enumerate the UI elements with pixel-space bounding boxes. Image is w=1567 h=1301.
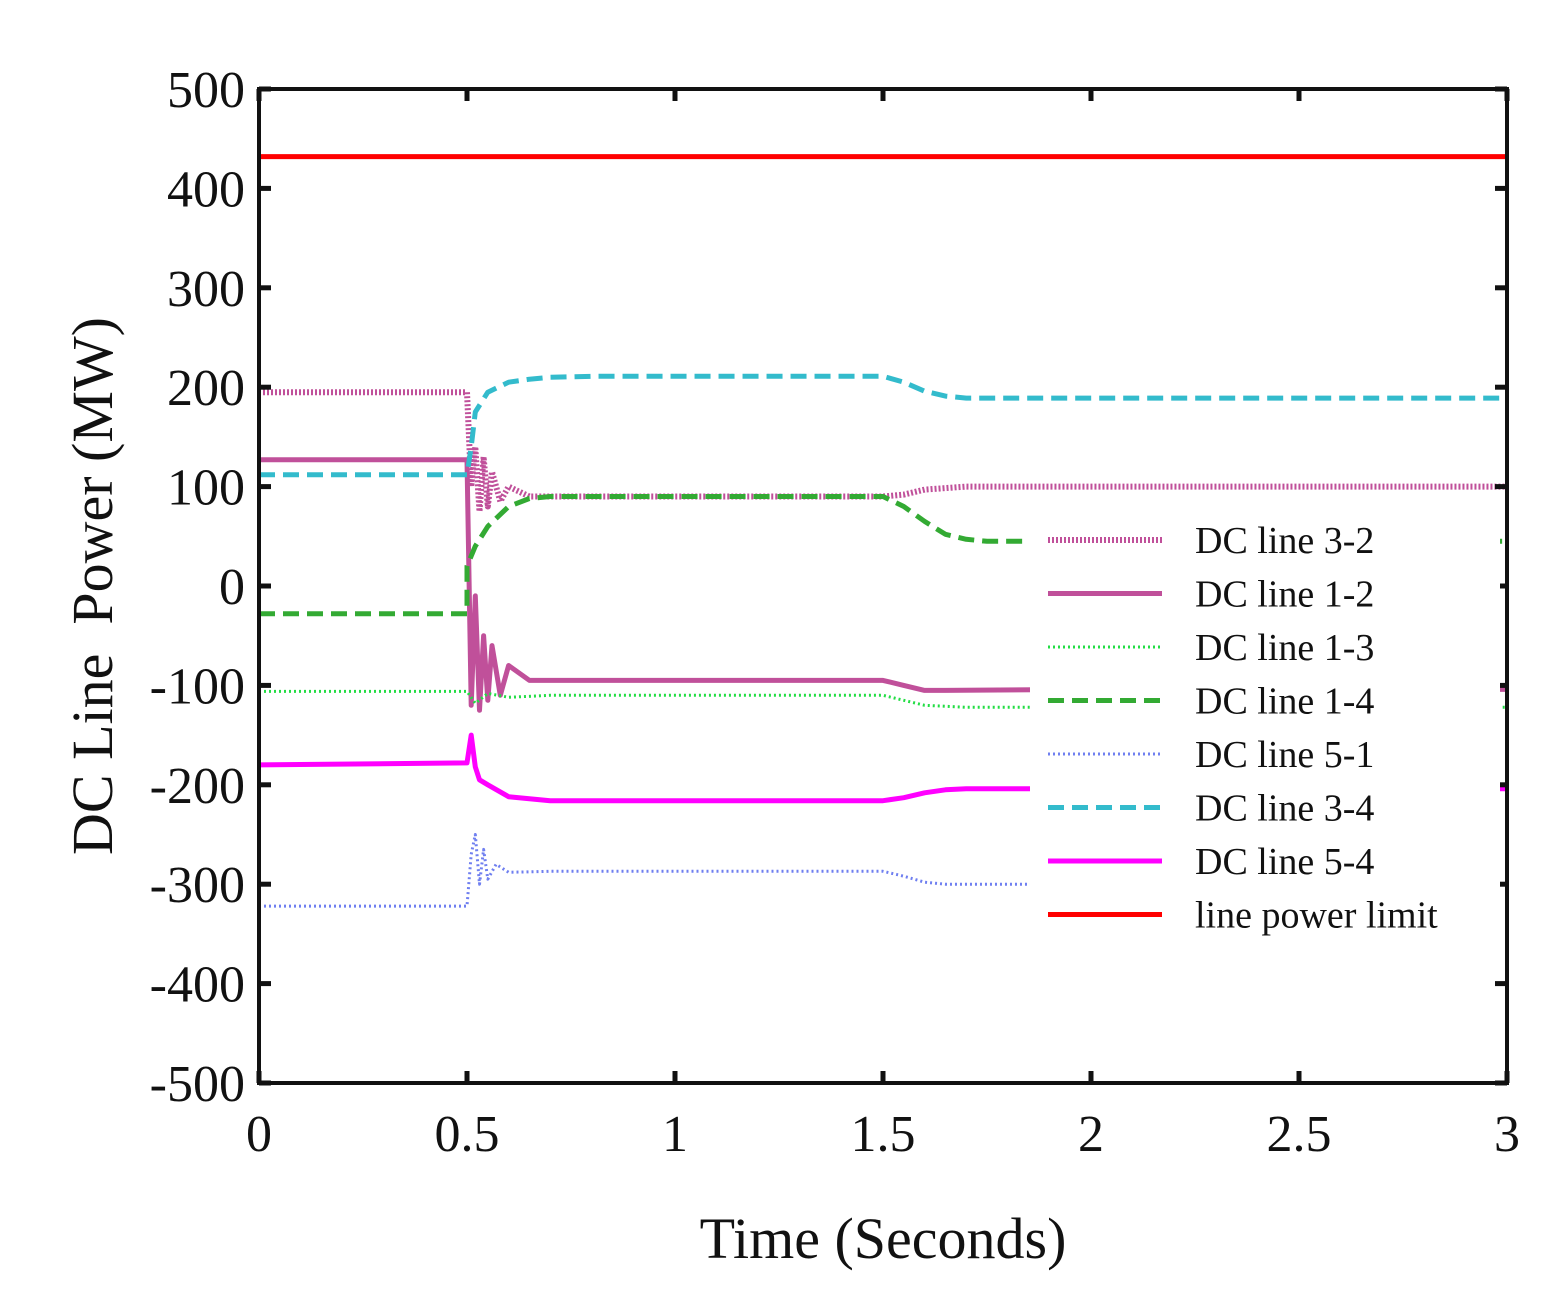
series-line-dc-line-3-4 <box>259 373 1507 478</box>
series-line-dc-line-5-1 <box>259 833 1507 908</box>
series-layer <box>258 154 1507 908</box>
legend-box <box>1030 508 1500 944</box>
legend-label: DC line 5-4 <box>1195 841 1374 883</box>
x-tick-label: 2 <box>1078 1106 1104 1163</box>
legend-label: line power limit <box>1195 895 1438 937</box>
x-tick-label: 2.5 <box>1267 1106 1332 1163</box>
x-tick-label: 3 <box>1494 1106 1520 1163</box>
y-tick-label: -200 <box>150 758 245 815</box>
legend-label: DC line 5-1 <box>1195 734 1374 776</box>
series-line-dc-line-5-4 <box>258 732 1507 804</box>
x-tick-label: 0.5 <box>435 1106 500 1163</box>
y-axis-title: DC Line Power (MW) <box>60 317 125 855</box>
legend-label: DC line 1-3 <box>1195 627 1374 669</box>
y-tick-label: -100 <box>150 658 245 715</box>
y-tick-label: -500 <box>150 1056 245 1113</box>
legend-label: DC line 1-4 <box>1195 681 1374 723</box>
series-line-dc-line-3-2 <box>259 389 1507 515</box>
series-line-dc-line-1-3 <box>259 689 1507 709</box>
y-tick-label: 0 <box>219 559 245 616</box>
y-tick-label: 200 <box>167 360 245 417</box>
y-tick-label: -400 <box>150 957 245 1014</box>
y-tick-label: 500 <box>167 62 245 119</box>
x-axis-title: Time (Seconds) <box>700 1206 1067 1271</box>
x-tick-label: 1 <box>662 1106 688 1163</box>
y-tick-label: 300 <box>167 261 245 318</box>
series-line-dc-line-1-2 <box>259 457 1507 713</box>
x-tick-label: 0 <box>246 1106 272 1163</box>
y-tick-label: 400 <box>167 161 245 218</box>
series-line-dc-line-1-4 <box>259 494 1507 617</box>
legend-label: DC line 3-2 <box>1195 520 1374 562</box>
y-tick-label: -300 <box>150 857 245 914</box>
tick-layer: 0 0.5 1 1.5 2 2.5 3 500 400 300 200 100 0 -100 -200 -30… <box>150 62 1520 1163</box>
legend: DC line 3-2 DC line 1-2 DC line 1-3 DC line… <box>1048 520 1438 937</box>
y-tick-label: 100 <box>167 460 245 517</box>
x-tick-label: 1.5 <box>851 1106 916 1163</box>
legend-label: DC line 1-2 <box>1195 574 1374 616</box>
legend-label: DC line 3-4 <box>1195 788 1374 830</box>
